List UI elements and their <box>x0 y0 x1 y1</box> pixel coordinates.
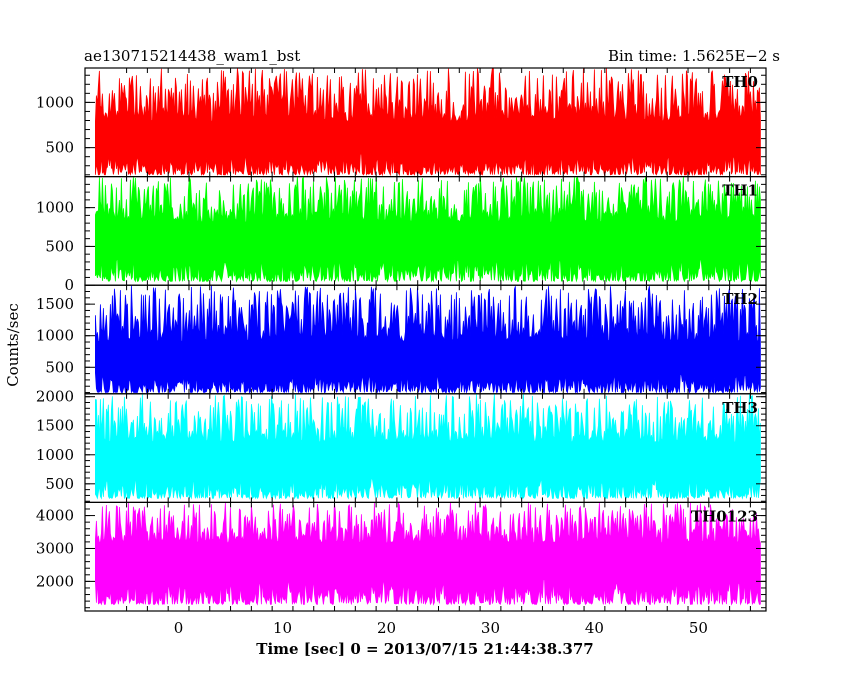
x-tick-label: 20 <box>377 619 396 637</box>
y-tick-label: 500 <box>45 139 74 157</box>
panel-th0: 500 1000 TH0 <box>36 67 767 178</box>
y-tick-label: 2000 <box>36 388 74 406</box>
series-th3 <box>95 393 761 500</box>
y-tick-label: 1000 <box>36 446 74 464</box>
x-tick-label: 30 <box>481 619 500 637</box>
y-tick-label: 500 <box>45 358 74 376</box>
y-tick-label: 1000 <box>36 199 74 217</box>
x-tick-label: 40 <box>585 619 604 637</box>
y-tick-label: 4000 <box>36 507 74 525</box>
panel-label-th2: TH2 <box>722 290 758 308</box>
y-tick-label: 500 <box>45 237 74 255</box>
x-tick-label: 50 <box>689 619 708 637</box>
series-th1 <box>95 176 761 283</box>
y-tick-label: 1000 <box>36 93 74 111</box>
y-tick-label: 500 <box>45 475 74 493</box>
y-tick-label: 1500 <box>36 295 74 313</box>
panel-label-th1: TH1 <box>722 182 758 200</box>
series-th2 <box>95 285 761 394</box>
y-tick-label: 1500 <box>36 417 74 435</box>
chart-title-left: ae130715214438_wam1_bst <box>84 47 300 65</box>
y-tick-label: 2000 <box>36 572 74 590</box>
x-tick-label: 10 <box>273 619 292 637</box>
y-tick-label: 0 <box>64 276 74 294</box>
panel-label-th0: TH0 <box>722 73 758 91</box>
x-tick-label: 0 <box>174 619 184 637</box>
series-th0123 <box>95 502 761 606</box>
y-axis-label: Counts/sec <box>4 303 22 387</box>
panel-th1: 0 500 1000 TH1 <box>36 176 767 294</box>
series-th0 <box>95 68 761 177</box>
panel-label-th3: TH3 <box>722 399 758 417</box>
chart-title-right: Bin time: 1.5625E−2 s <box>608 47 780 65</box>
y-tick-label: 1000 <box>36 327 74 345</box>
panel-frame <box>84 501 767 612</box>
panel-th2: 500 1000 1500 TH2 <box>36 284 767 395</box>
y-tick-label: 3000 <box>36 539 74 557</box>
panel-label-th0123: TH0123 <box>691 507 758 525</box>
panel-th0123: 2000 3000 4000 TH0123 <box>36 501 767 612</box>
panel-th3: 500 1000 1500 2000 TH3 <box>36 388 767 503</box>
x-axis-label: Time [sec] 0 = 2013/07/15 21:44:38.377 <box>256 640 593 658</box>
